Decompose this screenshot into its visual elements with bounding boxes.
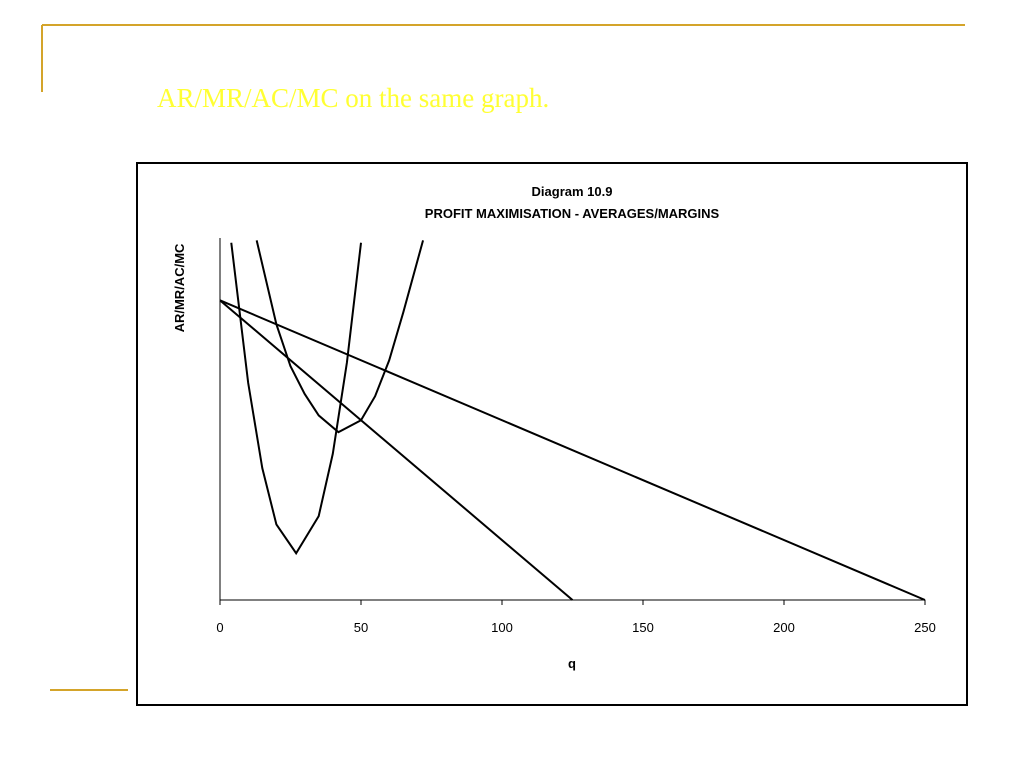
- x-tick-label: 100: [491, 620, 513, 635]
- y-axis-label: AR/MR/AC/MC: [172, 243, 187, 332]
- curve: [230, 242, 362, 556]
- curve: [219, 299, 926, 601]
- chart-frame: [136, 162, 968, 706]
- x-axis-label: q: [568, 656, 576, 671]
- chart-title: Diagram 10.9: [532, 184, 613, 199]
- x-tick-label: 250: [914, 620, 936, 635]
- x-tick-label: 50: [354, 620, 368, 635]
- slide-title: AR/MR/AC/MC on the same graph.: [157, 83, 549, 113]
- curve: [255, 240, 425, 434]
- x-tick-label: 0: [216, 620, 223, 635]
- curve: [219, 299, 574, 601]
- x-tick-label: 200: [773, 620, 795, 635]
- chart-subtitle: PROFIT MAXIMISATION - AVERAGES/MARGINS: [425, 206, 720, 221]
- x-tick-label: 150: [632, 620, 654, 635]
